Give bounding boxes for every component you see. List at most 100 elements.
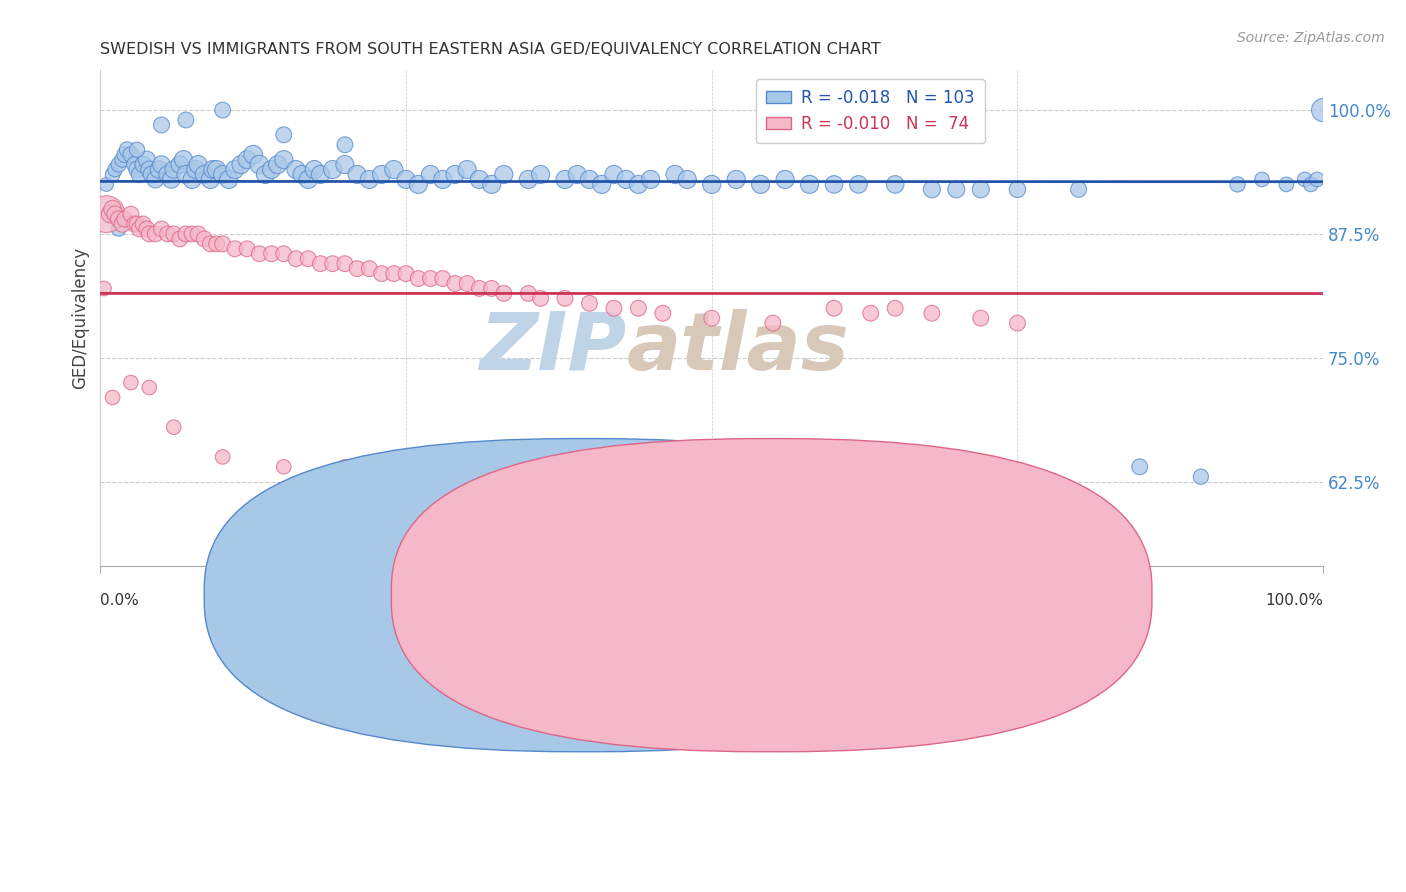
- Point: [156, 227, 179, 241]
- Point: [200, 236, 222, 251]
- Point: [273, 459, 295, 474]
- Point: [578, 172, 600, 186]
- Text: Immigrants from South Eastern Asia: Immigrants from South Eastern Asia: [792, 595, 1069, 610]
- Point: [444, 277, 467, 291]
- Point: [456, 277, 478, 291]
- Point: [173, 153, 195, 167]
- Point: [359, 261, 381, 276]
- Point: [218, 172, 240, 186]
- Text: Swedes: Swedes: [605, 595, 664, 610]
- Point: [285, 252, 308, 266]
- Point: [120, 376, 142, 390]
- Point: [224, 242, 246, 256]
- Point: [111, 153, 134, 167]
- Point: [395, 267, 418, 281]
- Point: [181, 227, 204, 241]
- Point: [224, 162, 246, 177]
- Point: [456, 162, 478, 177]
- Point: [181, 172, 204, 186]
- Point: [104, 207, 127, 221]
- Point: [468, 172, 491, 186]
- Point: [273, 128, 295, 142]
- Point: [1007, 182, 1029, 196]
- Point: [309, 257, 332, 271]
- Point: [247, 157, 270, 171]
- Point: [174, 227, 197, 241]
- Point: [193, 232, 215, 246]
- Point: [1251, 172, 1274, 186]
- Point: [297, 252, 319, 266]
- Point: [884, 301, 907, 316]
- Point: [921, 182, 943, 196]
- Text: atlas: atlas: [626, 309, 849, 387]
- Point: [266, 157, 288, 171]
- Point: [132, 157, 155, 171]
- Point: [492, 168, 515, 182]
- Point: [333, 459, 356, 474]
- Point: [200, 172, 222, 186]
- Point: [406, 178, 429, 192]
- Point: [346, 261, 368, 276]
- Point: [148, 162, 170, 177]
- Point: [517, 172, 540, 186]
- Point: [322, 162, 344, 177]
- Point: [297, 172, 319, 186]
- Point: [309, 168, 332, 182]
- Point: [664, 168, 686, 182]
- Point: [135, 222, 157, 236]
- Point: [128, 222, 150, 236]
- Point: [201, 162, 224, 177]
- Point: [823, 178, 845, 192]
- Point: [517, 286, 540, 301]
- Point: [163, 227, 186, 241]
- Point: [211, 168, 233, 182]
- Point: [128, 168, 150, 182]
- Point: [444, 168, 467, 182]
- Point: [859, 306, 882, 320]
- FancyBboxPatch shape: [391, 439, 1152, 752]
- Point: [187, 157, 209, 171]
- Point: [823, 301, 845, 316]
- Point: [163, 420, 186, 434]
- Point: [101, 168, 124, 182]
- Point: [135, 153, 157, 167]
- Point: [236, 153, 259, 167]
- Point: [725, 172, 748, 186]
- Point: [193, 168, 215, 182]
- Point: [104, 162, 127, 177]
- Point: [468, 281, 491, 295]
- Point: [799, 178, 821, 192]
- Point: [970, 182, 993, 196]
- Point: [124, 217, 146, 231]
- Point: [640, 172, 662, 186]
- Point: [1312, 103, 1334, 117]
- Point: [254, 168, 277, 182]
- Text: ZIP: ZIP: [479, 309, 626, 387]
- Point: [125, 143, 148, 157]
- Point: [101, 202, 124, 216]
- Point: [370, 267, 392, 281]
- Point: [96, 178, 118, 192]
- Point: [145, 172, 167, 186]
- Point: [273, 246, 295, 260]
- Point: [614, 172, 637, 186]
- Point: [150, 222, 173, 236]
- Point: [124, 157, 146, 171]
- Point: [138, 162, 160, 177]
- Point: [578, 296, 600, 310]
- FancyBboxPatch shape: [204, 439, 965, 752]
- Point: [700, 178, 723, 192]
- Point: [107, 222, 129, 236]
- Point: [211, 450, 233, 464]
- Point: [1275, 178, 1298, 192]
- Point: [101, 391, 124, 405]
- Point: [651, 306, 673, 320]
- Point: [481, 178, 503, 192]
- Point: [229, 157, 252, 171]
- Point: [322, 257, 344, 271]
- Point: [304, 162, 326, 177]
- Point: [848, 178, 870, 192]
- Point: [529, 539, 551, 553]
- Point: [174, 113, 197, 128]
- Point: [187, 227, 209, 241]
